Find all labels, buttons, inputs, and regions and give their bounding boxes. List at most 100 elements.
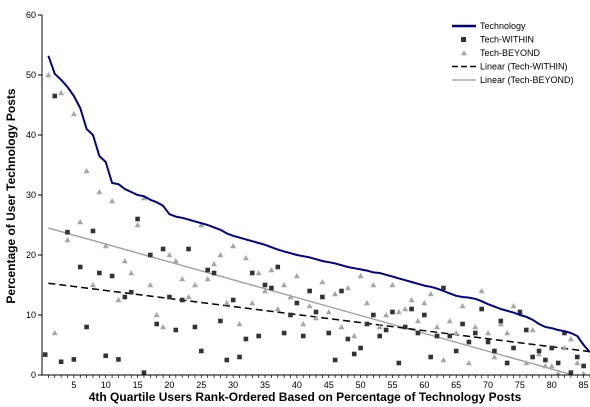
tech-beyond-point <box>160 324 167 330</box>
tech-within-point <box>428 354 433 360</box>
tech-within-point <box>320 294 325 300</box>
tech-beyond-point <box>230 243 237 249</box>
tech-beyond-point <box>77 219 84 225</box>
tech-within-point <box>249 270 255 276</box>
x-tick-label: 80 <box>547 380 557 390</box>
tech-beyond-point <box>414 318 421 324</box>
tech-within-point <box>205 267 210 273</box>
legend-label: Linear (Tech-WITHIN) <box>480 62 568 72</box>
tech-beyond-point <box>567 336 574 342</box>
tech-beyond-point <box>153 312 160 318</box>
tech-within-point <box>402 324 408 330</box>
tech-within-point <box>84 324 89 330</box>
tech-within-point <box>77 264 83 270</box>
tech-within-point <box>90 228 96 234</box>
tech-within-point <box>574 354 580 360</box>
tech-within-point <box>116 357 121 362</box>
tech-beyond-point <box>408 297 415 303</box>
x-tick-label: 35 <box>260 380 270 390</box>
tech-beyond-point <box>134 222 141 228</box>
trendline-tech-within <box>48 282 590 353</box>
tech-within-point <box>466 339 472 345</box>
tech-within-point <box>498 318 504 324</box>
tech-within-point <box>447 333 453 339</box>
tech-beyond-point <box>249 300 256 306</box>
x-ticks: 5 10 15 20 25 30 35 40 45 50 55 60 65 70 75 80 85 <box>48 375 590 390</box>
tech-beyond-point <box>223 300 230 306</box>
tech-within-point <box>103 353 109 359</box>
tech-within-point <box>58 359 64 365</box>
tech-within-point <box>358 345 363 351</box>
tech-beyond-point <box>491 354 498 360</box>
tech-beyond-point <box>211 261 218 267</box>
tech-beyond-point <box>300 321 307 327</box>
tech-beyond-point <box>121 258 128 264</box>
x-tick-label: 15 <box>133 380 143 390</box>
tech-within-point <box>97 270 102 276</box>
tech-beyond-point <box>446 318 453 324</box>
tech-beyond-point <box>395 309 402 315</box>
tech-beyond-point <box>581 370 587 375</box>
y-tick-label: 10 <box>26 310 36 320</box>
tech-beyond-point <box>287 294 294 300</box>
tech-within-point <box>109 273 115 279</box>
tech-beyond-point <box>351 333 358 339</box>
tech-beyond-point <box>542 363 549 369</box>
tech-within-point <box>581 363 586 369</box>
tech-beyond-point <box>548 363 555 369</box>
tech-within-point <box>364 321 370 327</box>
tech-within-point <box>511 345 516 351</box>
tech-beyond-point <box>64 237 71 243</box>
tech-beyond-point <box>421 300 428 306</box>
tech-beyond-point <box>115 297 122 303</box>
tech-within-point <box>243 336 249 342</box>
tech-beyond-point <box>236 321 243 327</box>
tech-within-point <box>345 336 351 342</box>
tech-within-point <box>288 312 293 318</box>
tech-within-point <box>517 309 523 315</box>
tech-beyond-point <box>459 303 466 309</box>
tech-within-point <box>460 321 465 327</box>
tech-beyond-point <box>313 315 319 321</box>
trendline-tech-beyond <box>48 227 576 375</box>
x-tick-label: 60 <box>419 380 429 390</box>
tech-beyond-point <box>465 360 472 366</box>
legend-tech-beyond-swatch <box>461 50 467 56</box>
tech-within-point <box>530 354 535 360</box>
tech-within-point <box>523 327 529 333</box>
tech-beyond-point <box>70 111 77 117</box>
tech-beyond-point <box>363 300 370 306</box>
tech-beyond-point <box>58 90 65 96</box>
tech-beyond-point <box>529 327 536 333</box>
tech-beyond-point <box>485 330 492 336</box>
tech-within-point <box>549 345 555 351</box>
x-tick-label: 50 <box>356 380 366 390</box>
tech-within-point <box>275 264 281 270</box>
tech-within-point <box>179 297 185 303</box>
x-tick-label: 45 <box>324 380 334 390</box>
tech-within-point <box>313 309 319 315</box>
legend-label: Technology <box>480 21 526 31</box>
tech-beyond-point <box>523 360 530 366</box>
y-tick-label: 40 <box>26 130 36 140</box>
tech-within-point <box>154 321 159 327</box>
tech-beyond-point <box>561 345 568 351</box>
x-tick-label: 40 <box>292 380 302 390</box>
tech-beyond-point <box>497 321 504 327</box>
tech-beyond-point <box>268 267 275 273</box>
tech-beyond-point <box>453 330 460 336</box>
tech-beyond-point <box>472 324 479 330</box>
tech-within-point <box>441 285 446 291</box>
tech-beyond-point <box>217 252 224 258</box>
tech-within-point <box>199 348 204 354</box>
tech-beyond-point <box>332 291 339 297</box>
tech-beyond-point <box>555 370 561 375</box>
y-tick-label: 0 <box>31 370 36 380</box>
tech-within-point <box>473 330 478 336</box>
tech-beyond-point <box>370 282 377 288</box>
x-tick-label: 10 <box>101 380 111 390</box>
tech-within-point <box>307 288 312 294</box>
y-tick-label: 20 <box>26 250 36 260</box>
x-tick-label: 55 <box>387 380 397 390</box>
